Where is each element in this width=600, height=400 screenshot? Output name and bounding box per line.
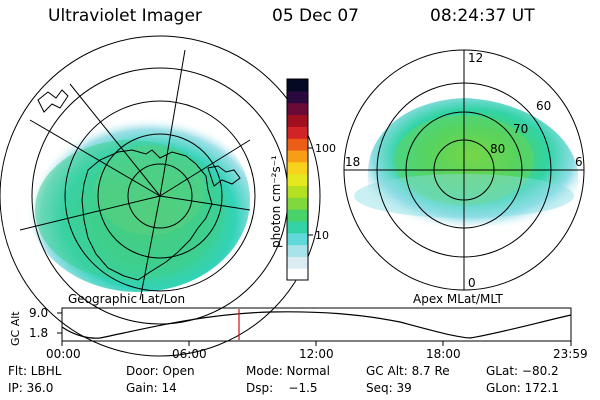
mlat-label-60: 60 — [536, 99, 551, 113]
time-label: 08:24:37 UT — [430, 6, 535, 26]
colorbar-segment — [287, 268, 308, 281]
mlt-label-right: 6 — [575, 155, 583, 169]
colorbar-tick-10: 10 — [315, 229, 329, 242]
altitude-xtick-4: 23:59 — [553, 347, 588, 361]
altitude-plot: GC Alt 9.0 1.8 00:00 06:00 12:00 18:00 2… — [9, 306, 588, 361]
mlt-label-bottom: 0 — [468, 276, 476, 290]
aurora-emission-right — [367, 98, 579, 226]
colorbar-segment — [287, 114, 308, 127]
colorbar-segment — [287, 197, 308, 210]
info-glat: GLat: −80.2 — [486, 364, 559, 378]
colorbar: 100 10 photon cm⁻²s⁻¹ — [269, 78, 336, 281]
altitude-xtick-3: 18:00 — [426, 347, 461, 361]
altitude-curve — [61, 311, 572, 339]
colorbar-unit-label: photon cm⁻²s⁻¹ — [269, 155, 283, 248]
colorbar-segment — [287, 256, 308, 269]
altitude-xtick-0: 00:00 — [46, 347, 81, 361]
date-label: 05 Dec 07 — [272, 6, 359, 26]
magnetic-image — [343, 49, 585, 291]
altitude-xtick-2: 12:00 — [299, 347, 334, 361]
info-seq: Seq: 39 — [366, 381, 412, 395]
mlt-label-top: 12 — [468, 51, 483, 65]
altitude-xtick-1: 06:00 — [172, 347, 207, 361]
colorbar-segment — [287, 138, 308, 151]
mlat-label-70: 70 — [513, 122, 528, 136]
altitude-ytick-high: 9.0 — [29, 306, 48, 320]
colorbar-segment — [287, 161, 308, 175]
colorbar-segment — [287, 126, 308, 139]
colorbar-tick-100: 100 — [315, 142, 336, 155]
info-gc-alt: GC Alt: 8.7 Re — [366, 364, 450, 378]
info-mode: Mode: Normal — [246, 364, 330, 378]
colorbar-segment — [287, 220, 308, 234]
colorbar-segment — [287, 173, 308, 187]
colorbar-segment — [287, 185, 308, 198]
info-dsp: Dsp: −1.5 — [246, 381, 318, 395]
geographic-caption: Geographic Lat/Lon — [68, 292, 185, 306]
magnetic-grid — [343, 49, 585, 291]
geographic-grid — [0, 35, 321, 357]
colorbar-segment — [287, 102, 308, 116]
altitude-ylabel: GC Alt — [9, 311, 22, 346]
altitude-ytick-low: 1.8 — [29, 326, 48, 340]
colorbar-segment — [287, 149, 308, 163]
magnetic-caption: Apex MLat/MLT — [413, 292, 503, 306]
colorbar-segment — [287, 90, 308, 104]
info-door: Door: Open — [126, 364, 195, 378]
geographic-image — [0, 35, 321, 357]
mlt-label-left: 18 — [345, 155, 360, 169]
mlat-label-80: 80 — [490, 142, 505, 156]
info-gain: Gain: 14 — [126, 381, 177, 395]
colorbar-segment — [287, 209, 308, 222]
continent-outline — [81, 149, 213, 281]
info-ip: IP: 36.0 — [8, 381, 54, 395]
info-glon: GLon: 172.1 — [486, 381, 559, 395]
info-filter: Flt: LBHL — [8, 364, 62, 378]
colorbar-segment — [287, 232, 308, 246]
colorbar-segment — [287, 244, 308, 257]
colorbar-segment — [287, 79, 308, 92]
instrument-title: Ultraviolet Imager — [48, 6, 202, 26]
